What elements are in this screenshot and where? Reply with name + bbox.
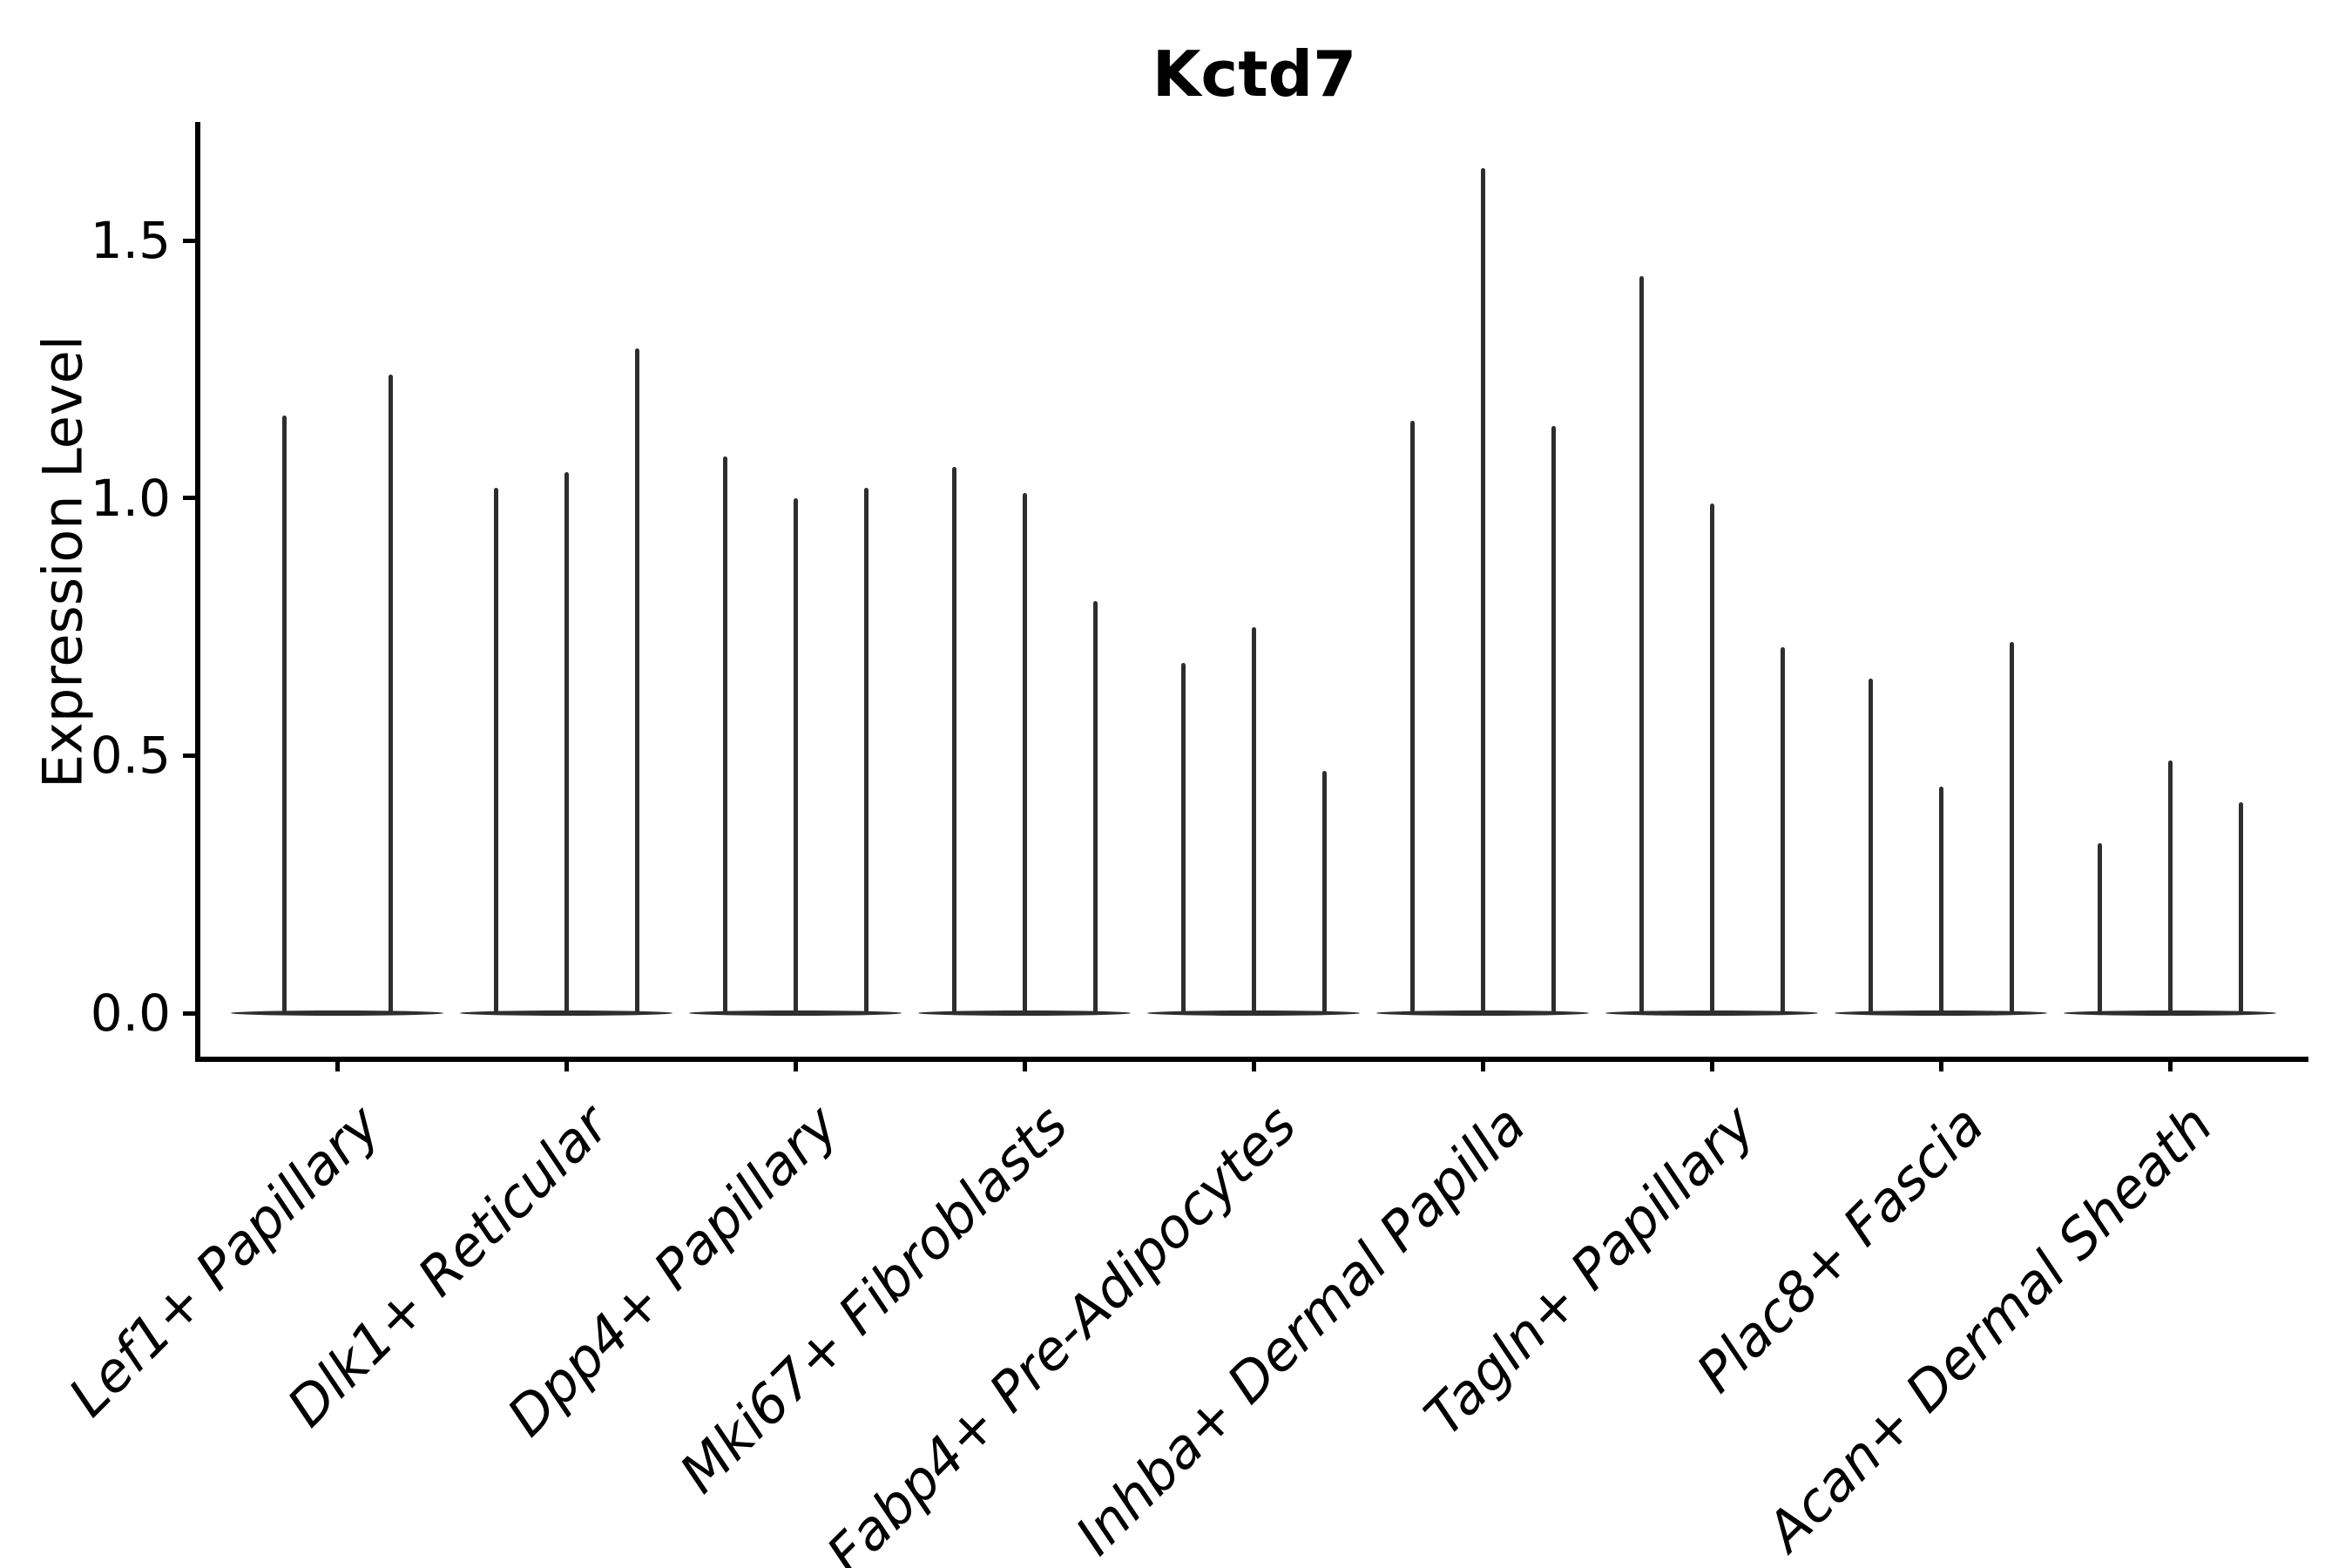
violin-spike (793, 497, 798, 1013)
violin-baseline (1605, 1010, 1818, 1016)
violin-spike (1321, 771, 1327, 1013)
violin-spike (722, 456, 727, 1013)
violin-spike (1022, 492, 1027, 1013)
violin-spike (1092, 600, 1098, 1013)
violin-spike (1251, 626, 1256, 1013)
y-axis-label: Expression Level (30, 335, 95, 788)
violin-spike (951, 467, 956, 1013)
violin-spike (634, 348, 639, 1013)
violin-baseline (231, 1010, 443, 1016)
chart-title: Kctd7 (1152, 37, 1357, 111)
x-tick-mark (1022, 1057, 1027, 1071)
violin-baseline (460, 1010, 672, 1016)
violin-spike (1180, 662, 1186, 1013)
y-tick-mark (183, 753, 197, 758)
violin-spike (493, 487, 498, 1013)
violin-baseline (1147, 1010, 1360, 1016)
x-tick-mark (564, 1057, 569, 1071)
violin-spike (564, 472, 569, 1013)
x-tick-mark (1480, 1057, 1485, 1071)
x-tick-mark (1709, 1057, 1714, 1071)
violin-baseline (689, 1010, 902, 1016)
x-tick-label: Mki67+ Fibroblasts (666, 1092, 1080, 1505)
violin-baseline (1835, 1010, 2047, 1016)
violin-spike (1868, 678, 1873, 1013)
y-tick-label: 0.5 (90, 726, 171, 786)
violin-spike (1709, 503, 1714, 1013)
violin-spike (1938, 786, 1943, 1013)
violin-spike (2167, 760, 2173, 1013)
y-axis-line (195, 122, 200, 1062)
x-tick-mark (2167, 1057, 2173, 1071)
violin-baseline (918, 1010, 1131, 1016)
x-tick-label: Fabp4+ Pre-Adipocytes (814, 1092, 1309, 1568)
violin-spike (388, 374, 393, 1013)
y-tick-label: 1.0 (90, 468, 171, 528)
y-tick-mark (183, 496, 197, 501)
violin-spike (1480, 168, 1485, 1013)
violin-spike (2009, 642, 2014, 1013)
violin-spike (1780, 647, 1785, 1013)
violin-spike (1551, 425, 1556, 1013)
x-tick-mark (1938, 1057, 1943, 1071)
x-tick-label: Acan+ Dermal Sheath (1754, 1092, 2226, 1564)
y-tick-mark (183, 238, 197, 243)
violin-spike (1409, 421, 1415, 1013)
violin-spike (1639, 276, 1644, 1013)
x-tick-mark (1251, 1057, 1256, 1071)
violin-baseline (1376, 1010, 1589, 1016)
violin-baseline (2064, 1010, 2276, 1016)
x-tick-label: Inhba+ Dermal Papilla (1063, 1092, 1538, 1567)
x-tick-mark (335, 1057, 340, 1071)
violin-spike (2238, 801, 2243, 1013)
y-tick-label: 0.0 (90, 983, 171, 1043)
violin-spike (281, 416, 287, 1013)
x-tick-mark (793, 1057, 798, 1071)
y-tick-label: 1.5 (90, 211, 171, 271)
violin-spike (863, 487, 868, 1013)
violin-spike (2097, 842, 2102, 1013)
y-tick-mark (183, 1010, 197, 1016)
